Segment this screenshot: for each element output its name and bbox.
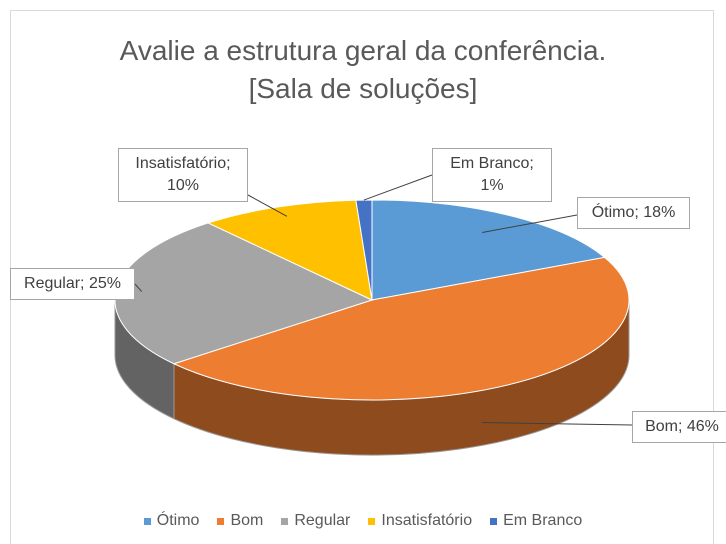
legend-item: Ótimo bbox=[143, 512, 200, 530]
leader-line bbox=[134, 283, 143, 292]
slice bbox=[172, 256, 630, 401]
legend: Ótimo Bom Regular Insatisfatório Em Branco bbox=[0, 512, 726, 530]
legend-swatch bbox=[281, 517, 289, 525]
slice bbox=[206, 199, 373, 301]
legend-swatch bbox=[490, 517, 498, 525]
legend-item: Bom bbox=[217, 512, 263, 530]
leader-line bbox=[482, 422, 633, 426]
legend-item: Insatisfatório bbox=[368, 512, 472, 530]
legend-label: Regular bbox=[294, 512, 351, 529]
data-label: Bom; 46% bbox=[632, 411, 726, 443]
legend-label: Bom bbox=[230, 512, 264, 529]
legend-item: Em Branco bbox=[490, 512, 582, 530]
data-label: Insatisfatório; 10% bbox=[118, 148, 248, 202]
chart-title: Avalie a estrutura geral da conferência.… bbox=[119, 35, 607, 104]
slice bbox=[371, 199, 606, 301]
legend-item: Regular bbox=[281, 512, 350, 530]
legend-label: Insatisfatório bbox=[381, 512, 473, 529]
leader-line bbox=[247, 194, 288, 217]
data-label: Em Branco; 1% bbox=[432, 148, 552, 202]
leader-line bbox=[482, 214, 578, 233]
data-label: Ótimo; 18% bbox=[577, 197, 690, 229]
legend-swatch bbox=[217, 517, 225, 525]
legend-swatch bbox=[368, 517, 376, 525]
data-label: Regular; 25% bbox=[10, 268, 135, 300]
legend-label: Ótimo bbox=[156, 512, 200, 529]
legend-swatch bbox=[143, 517, 151, 525]
legend-label: Em Branco bbox=[503, 512, 583, 529]
leader-line bbox=[363, 174, 433, 201]
